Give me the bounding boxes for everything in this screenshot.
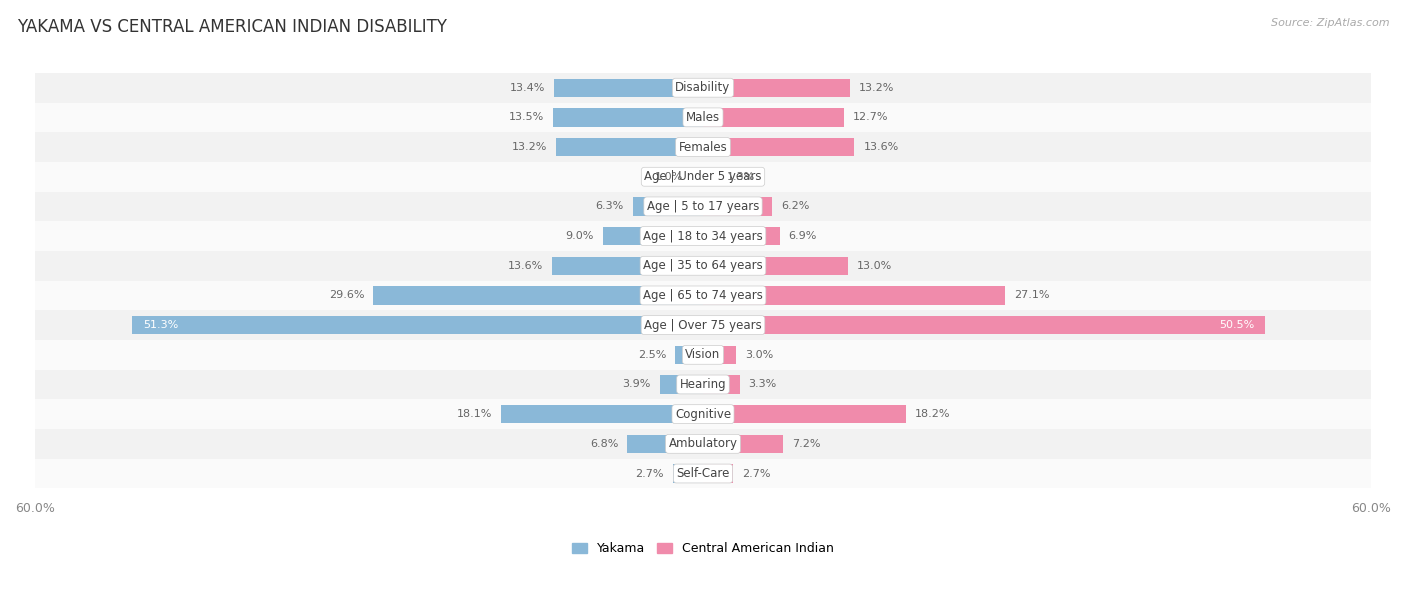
Text: 1.0%: 1.0%	[655, 172, 683, 182]
Bar	[703, 375, 740, 394]
Bar	[703, 346, 737, 364]
Bar	[35, 370, 1371, 399]
Text: 2.5%: 2.5%	[638, 350, 666, 360]
Bar	[627, 435, 703, 453]
Bar	[703, 197, 772, 215]
Bar	[35, 103, 1371, 132]
Text: 13.6%: 13.6%	[508, 261, 543, 271]
Text: 3.3%: 3.3%	[748, 379, 778, 389]
Text: Vision: Vision	[685, 348, 721, 361]
Bar	[35, 399, 1371, 429]
Text: 50.5%: 50.5%	[1219, 320, 1254, 330]
Text: 13.2%: 13.2%	[512, 142, 547, 152]
Text: Source: ZipAtlas.com: Source: ZipAtlas.com	[1271, 18, 1389, 28]
Bar	[35, 310, 1371, 340]
Text: 18.1%: 18.1%	[457, 409, 492, 419]
Bar	[703, 316, 1265, 334]
Text: Cognitive: Cognitive	[675, 408, 731, 420]
Bar	[35, 73, 1371, 103]
Bar	[703, 108, 845, 127]
Text: 13.4%: 13.4%	[509, 83, 546, 92]
Bar	[703, 227, 780, 245]
Text: Males: Males	[686, 111, 720, 124]
Bar	[35, 458, 1371, 488]
Bar	[35, 251, 1371, 281]
Text: YAKAMA VS CENTRAL AMERICAN INDIAN DISABILITY: YAKAMA VS CENTRAL AMERICAN INDIAN DISABI…	[17, 18, 447, 36]
Text: Age | 5 to 17 years: Age | 5 to 17 years	[647, 200, 759, 213]
Bar	[603, 227, 703, 245]
Bar	[703, 405, 905, 424]
Text: 9.0%: 9.0%	[565, 231, 593, 241]
Text: Age | 65 to 74 years: Age | 65 to 74 years	[643, 289, 763, 302]
Bar	[502, 405, 703, 424]
Text: 13.5%: 13.5%	[509, 113, 544, 122]
Text: 6.2%: 6.2%	[780, 201, 810, 211]
Bar	[703, 286, 1005, 305]
Bar	[703, 168, 717, 186]
Text: Ambulatory: Ambulatory	[668, 438, 738, 450]
Bar	[35, 340, 1371, 370]
Text: 6.9%: 6.9%	[789, 231, 817, 241]
Text: 13.0%: 13.0%	[856, 261, 891, 271]
Bar	[703, 256, 848, 275]
Bar	[703, 465, 733, 483]
Text: 29.6%: 29.6%	[329, 291, 364, 300]
Bar	[675, 346, 703, 364]
Text: 2.7%: 2.7%	[636, 469, 664, 479]
Bar	[659, 375, 703, 394]
Bar	[633, 197, 703, 215]
Bar	[35, 281, 1371, 310]
Bar	[35, 222, 1371, 251]
Text: 18.2%: 18.2%	[914, 409, 950, 419]
Text: Age | Over 75 years: Age | Over 75 years	[644, 319, 762, 332]
Text: 51.3%: 51.3%	[143, 320, 179, 330]
Bar	[132, 316, 703, 334]
Text: Females: Females	[679, 141, 727, 154]
Bar	[35, 132, 1371, 162]
Bar	[703, 435, 783, 453]
Bar	[692, 168, 703, 186]
Text: 7.2%: 7.2%	[792, 439, 821, 449]
Bar	[554, 78, 703, 97]
Text: 6.8%: 6.8%	[591, 439, 619, 449]
Text: 27.1%: 27.1%	[1014, 291, 1049, 300]
Text: Age | 35 to 64 years: Age | 35 to 64 years	[643, 259, 763, 272]
Bar	[553, 108, 703, 127]
Text: 12.7%: 12.7%	[853, 113, 889, 122]
Text: 3.0%: 3.0%	[745, 350, 773, 360]
Bar	[374, 286, 703, 305]
Text: Self-Care: Self-Care	[676, 467, 730, 480]
Bar	[673, 465, 703, 483]
Bar	[35, 192, 1371, 222]
Text: 6.3%: 6.3%	[596, 201, 624, 211]
Text: Hearing: Hearing	[679, 378, 727, 391]
Text: 13.6%: 13.6%	[863, 142, 898, 152]
Text: 2.7%: 2.7%	[742, 469, 770, 479]
Bar	[703, 78, 851, 97]
Bar	[703, 138, 855, 156]
Text: Age | Under 5 years: Age | Under 5 years	[644, 170, 762, 183]
Text: 13.2%: 13.2%	[859, 83, 894, 92]
Bar	[551, 256, 703, 275]
Bar	[35, 429, 1371, 458]
Bar	[35, 162, 1371, 192]
Text: 3.9%: 3.9%	[623, 379, 651, 389]
Text: Age | 18 to 34 years: Age | 18 to 34 years	[643, 230, 763, 242]
Legend: Yakama, Central American Indian: Yakama, Central American Indian	[567, 537, 839, 561]
Text: Disability: Disability	[675, 81, 731, 94]
Bar	[555, 138, 703, 156]
Text: 1.3%: 1.3%	[727, 172, 755, 182]
